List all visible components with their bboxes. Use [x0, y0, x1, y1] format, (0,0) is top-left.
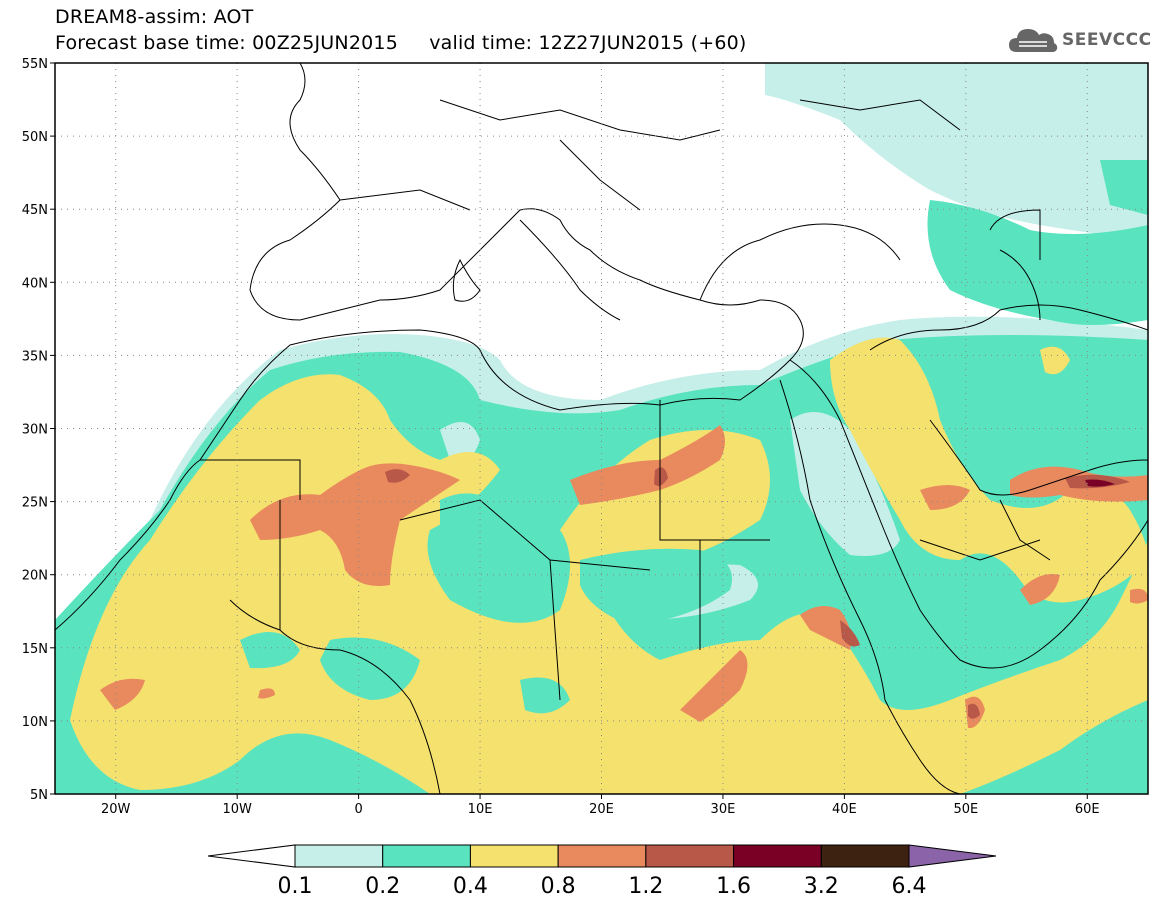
grid-lines — [55, 63, 1148, 794]
lon-tick-label: 20W — [101, 802, 131, 817]
lat-tick-label: 10N — [22, 715, 48, 730]
colorbar-low-arrow — [207, 844, 296, 868]
base-time-label: Forecast base time: 00Z25JUN2015 — [55, 32, 398, 54]
time-info: Forecast base time: 00Z25JUN2015 valid t… — [55, 32, 747, 54]
colorbar-label: 0.1 — [278, 874, 313, 899]
colorbar-label: 3.2 — [804, 874, 839, 899]
lat-tick-label: 30N — [22, 423, 48, 438]
colorbar-label: 0.8 — [541, 874, 576, 899]
lon-axis-labels: 20W 10W 0 10E 20E 30E 40E 50E 60E — [101, 802, 1100, 817]
colorbar-label: 1.2 — [628, 874, 663, 899]
coastlines-borders — [55, 63, 1148, 794]
colorbar-swatch — [733, 844, 822, 868]
colorbar-swatch — [469, 844, 559, 868]
colorbar-swatch — [294, 844, 384, 868]
lat-axis-labels: 55N 50N 45N 40N 35N 30N 25N 20N 15N 10N 5N — [22, 57, 48, 803]
lon-tick-label: 50E — [953, 802, 978, 817]
lon-tick-label: 30E — [711, 802, 736, 817]
lat-tick-label: 35N — [22, 349, 48, 364]
colorbar — [207, 844, 997, 868]
lon-tick-label: 10E — [468, 802, 493, 817]
lat-tick-label: 20N — [22, 569, 48, 584]
lon-tick-label: 20E — [589, 802, 614, 817]
cloud-icon — [1009, 29, 1058, 52]
logo-text: SEEVCCC — [1062, 30, 1152, 50]
colorbar-label: 6.4 — [892, 874, 927, 899]
lat-tick-label: 45N — [22, 203, 48, 218]
colorbar-swatch — [645, 844, 735, 868]
colorbar-label: 1.6 — [716, 874, 751, 899]
lat-tick-label: 5N — [30, 788, 48, 803]
colorbar-label: 0.4 — [453, 874, 488, 899]
valid-time-label: valid time: 12Z27JUN2015 (+60) — [429, 32, 747, 54]
lon-tick-label: 40E — [832, 802, 857, 817]
lat-tick-label: 15N — [22, 642, 48, 657]
lat-tick-label: 50N — [22, 130, 48, 145]
lat-tick-label: 55N — [22, 57, 48, 72]
lon-tick-label: 10W — [222, 802, 252, 817]
colorbar-swatch — [382, 844, 471, 868]
tick-marks — [50, 62, 1088, 799]
colorbar-swatch — [557, 844, 647, 868]
colorbar-labels: 0.1 0.2 0.4 0.8 1.2 1.6 3.2 6.4 — [278, 874, 927, 899]
colorbar-swatch — [820, 844, 910, 868]
lat-tick-label: 40N — [22, 276, 48, 291]
seevccc-logo: SEEVCCC — [1007, 20, 1151, 60]
map-title: DREAM8-assim: AOT — [55, 6, 254, 28]
colorbar-high-arrow — [908, 844, 997, 868]
lon-tick-label: 60E — [1075, 802, 1100, 817]
lon-tick-label: 0 — [354, 802, 362, 817]
lat-tick-label: 25N — [22, 496, 48, 511]
colorbar-label: 0.2 — [365, 874, 400, 899]
